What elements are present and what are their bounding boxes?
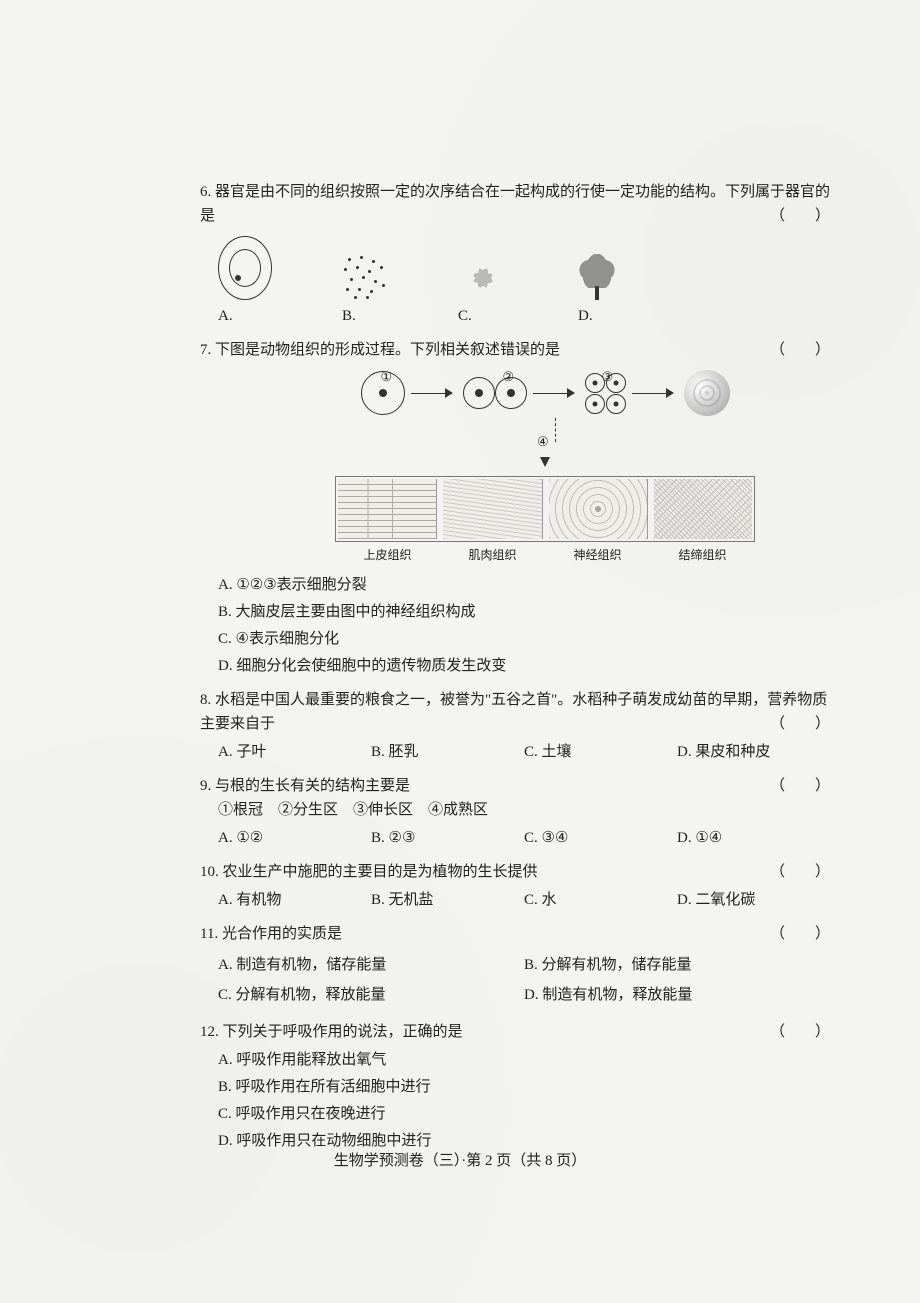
- q7-options: A. ①②③表示细胞分裂 B. 大脑皮层主要由图中的神经组织构成 C. ④表示细…: [218, 573, 830, 678]
- arrow-2-label: ②: [503, 369, 515, 384]
- q7-option-c: C. ④表示细胞分化: [218, 627, 830, 651]
- arrow-1-icon: ①: [411, 385, 457, 401]
- q11-blank: （ ）: [770, 922, 830, 946]
- q7-blank: （ ）: [770, 338, 830, 362]
- tree-sketch-icon: [578, 250, 618, 300]
- question-12: 12. 下列关于呼吸作用的说法，正确的是 （ ） A. 呼吸作用能释放出氧气 B…: [200, 1020, 830, 1153]
- q9-option-b: B. ②③: [371, 826, 524, 850]
- q11-number: 11.: [200, 926, 218, 942]
- q9-option-c: C. ③④: [524, 826, 677, 850]
- q7-division-row: ① ② ③: [260, 370, 830, 416]
- arrow-4-label: ④: [537, 434, 549, 449]
- label-nerve: 神经组织: [545, 546, 650, 565]
- q10-option-d: D. 二氧化碳: [677, 888, 830, 912]
- arrow-3-icon: ③: [632, 385, 678, 401]
- q11-option-c: C. 分解有机物，释放能量: [218, 983, 524, 1007]
- q6-option-b: B.: [342, 254, 388, 328]
- q10-number: 10.: [200, 864, 219, 880]
- q6-label-d: D.: [578, 304, 593, 328]
- arrow-3-label: ③: [602, 369, 614, 384]
- epithelial-tissue-icon: [338, 479, 437, 539]
- q6-blank: （ ）: [770, 204, 830, 228]
- page-footer: 生物学预测卷（三）·第 2 页（共 8 页）: [0, 1149, 920, 1173]
- q6-stem: 器官是由不同的组织按照一定的次序结合在一起构成的行使一定功能的结构。下列属于器官…: [200, 184, 830, 224]
- q10-option-c: C. 水: [524, 888, 677, 912]
- q12-option-b: B. 呼吸作用在所有活细胞中进行: [218, 1075, 830, 1099]
- question-10: 10. 农业生产中施肥的主要目的是为植物的生长提供 （ ） A. 有机物 B. …: [200, 860, 830, 912]
- q8-stem: 水稻是中国人最重要的粮食之一，被誉为"五谷之首"。水稻种子萌发成幼苗的早期，营养…: [200, 692, 827, 732]
- q6-label-a: A.: [218, 304, 233, 328]
- q6-label-b: B.: [342, 304, 356, 328]
- q9-substem: ①根冠 ②分生区 ③伸长区 ④成熟区: [218, 798, 830, 822]
- question-9: 9. 与根的生长有关的结构主要是 （ ） ①根冠 ②分生区 ③伸长区 ④成熟区 …: [200, 774, 830, 850]
- question-7: 7. 下图是动物组织的形成过程。下列相关叙述错误的是 （ ） ① ② ③ ④: [200, 338, 830, 678]
- q7-down-arrow: ④: [260, 422, 830, 474]
- q10-option-b: B. 无机盐: [371, 888, 524, 912]
- label-muscle: 肌肉组织: [440, 546, 545, 565]
- q9-option-a: A. ①②: [218, 826, 371, 850]
- q7-tissue-labels: 上皮组织 肌肉组织 神经组织 结缔组织: [335, 546, 755, 565]
- q8-option-a: A. 子叶: [218, 740, 371, 764]
- question-8: 8. 水稻是中国人最重要的粮食之一，被誉为"五谷之首"。水稻种子萌发成幼苗的早期…: [200, 688, 830, 764]
- exam-page: 6. 器官是由不同的组织按照一定的次序结合在一起构成的行使一定功能的结构。下列属…: [0, 0, 920, 1303]
- q9-stem: 与根的生长有关的结构主要是: [215, 778, 410, 794]
- q9-option-d: D. ①④: [677, 826, 830, 850]
- arrow-2-icon: ②: [533, 385, 579, 401]
- q12-options: A. 呼吸作用能释放出氧气 B. 呼吸作用在所有活细胞中进行 C. 呼吸作用只在…: [218, 1048, 830, 1153]
- q8-options: A. 子叶 B. 胚乳 C. 土壤 D. 果皮和种皮: [218, 740, 830, 764]
- q8-blank: （ ）: [770, 712, 830, 736]
- q6-figure-options: A. B. C. D.: [218, 236, 830, 328]
- q10-options: A. 有机物 B. 无机盐 C. 水 D. 二氧化碳: [218, 888, 830, 912]
- q8-option-d: D. 果皮和种皮: [677, 740, 830, 764]
- q9-options: A. ①② B. ②③ C. ③④ D. ①④: [218, 826, 830, 850]
- q8-option-c: C. 土壤: [524, 740, 677, 764]
- q6-option-c: C.: [458, 256, 508, 328]
- question-11: 11. 光合作用的实质是 （ ） A. 制造有机物，储存能量 B. 分解有机物，…: [200, 922, 830, 1010]
- q12-number: 12.: [200, 1024, 219, 1040]
- arrow-down-icon: [540, 457, 550, 467]
- q12-option-a: A. 呼吸作用能释放出氧气: [218, 1048, 830, 1072]
- q8-number: 8.: [200, 692, 211, 708]
- label-connective: 结缔组织: [650, 546, 755, 565]
- two-cells-icon: [463, 377, 527, 409]
- q6-option-a: A.: [218, 236, 272, 328]
- q9-blank: （ ）: [770, 774, 830, 798]
- q7-option-d: D. 细胞分化会使细胞中的遗传物质发生改变: [218, 654, 830, 678]
- cell-diagram-icon: [218, 236, 272, 300]
- label-epithelial: 上皮组织: [335, 546, 440, 565]
- q12-blank: （ ）: [770, 1020, 830, 1044]
- q11-option-d: D. 制造有机物，释放能量: [524, 983, 830, 1007]
- q6-option-d: D.: [578, 250, 618, 328]
- q7-option-b: B. 大脑皮层主要由图中的神经组织构成: [218, 600, 830, 624]
- dots-tissue-icon: [342, 254, 388, 300]
- q10-stem: 农业生产中施肥的主要目的是为植物的生长提供: [223, 864, 538, 880]
- cell-mass-icon: [684, 370, 730, 416]
- q10-option-a: A. 有机物: [218, 888, 371, 912]
- muscle-tissue-icon: [443, 479, 542, 539]
- flower-sketch-icon: [458, 256, 508, 300]
- q10-blank: （ ）: [770, 860, 830, 884]
- q11-option-a: A. 制造有机物，储存能量: [218, 953, 524, 977]
- q11-stem: 光合作用的实质是: [222, 926, 342, 942]
- nerve-tissue-icon: [549, 479, 648, 539]
- q7-stem: 下图是动物组织的形成过程。下列相关叙述错误的是: [215, 342, 560, 358]
- q6-number: 6.: [200, 184, 211, 200]
- connective-tissue-icon: [654, 479, 752, 539]
- q12-option-c: C. 呼吸作用只在夜晚进行: [218, 1102, 830, 1126]
- q11-options: A. 制造有机物，储存能量 B. 分解有机物，储存能量 C. 分解有机物，释放能…: [218, 950, 830, 1010]
- q7-tissue-strip: [335, 476, 755, 542]
- arrow-1-label: ①: [381, 369, 393, 384]
- q7-number: 7.: [200, 342, 211, 358]
- q7-diagram: ① ② ③ ④ 上皮组织 肌肉组织 神经组织 结缔组织: [260, 370, 830, 565]
- q7-option-a: A. ①②③表示细胞分裂: [218, 573, 830, 597]
- q8-option-b: B. 胚乳: [371, 740, 524, 764]
- question-6: 6. 器官是由不同的组织按照一定的次序结合在一起构成的行使一定功能的结构。下列属…: [200, 180, 830, 328]
- q11-option-b: B. 分解有机物，储存能量: [524, 953, 830, 977]
- q12-stem: 下列关于呼吸作用的说法，正确的是: [223, 1024, 463, 1040]
- q9-number: 9.: [200, 778, 211, 794]
